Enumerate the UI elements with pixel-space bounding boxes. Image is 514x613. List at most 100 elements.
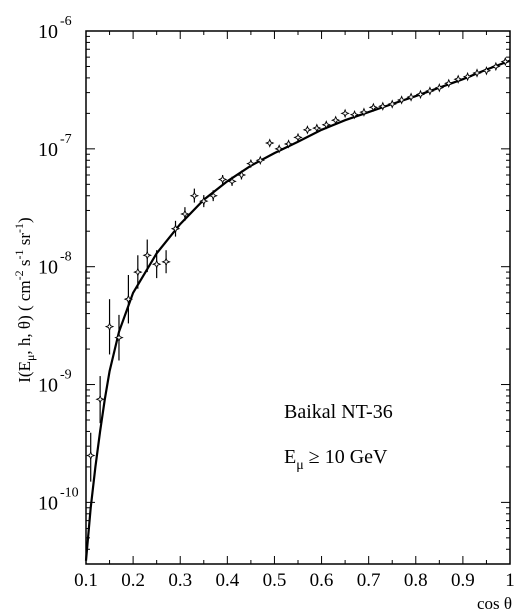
data-point xyxy=(104,299,115,355)
point-marker xyxy=(208,191,218,201)
point-marker xyxy=(274,144,284,154)
point-marker xyxy=(95,394,105,404)
y-tick-label: 10 xyxy=(38,139,58,161)
data-point xyxy=(217,174,228,185)
y-tick-label: 10 xyxy=(38,492,58,514)
axis-ticks xyxy=(85,30,511,565)
data-point xyxy=(227,176,237,187)
y-tick-label: 10 xyxy=(38,21,58,43)
data-point xyxy=(293,132,303,143)
point-marker xyxy=(133,267,143,277)
data-point xyxy=(123,275,134,324)
data-point xyxy=(359,107,369,117)
point-marker xyxy=(246,158,256,169)
x-tick-label: 0.9 xyxy=(451,570,475,591)
point-marker xyxy=(217,174,228,185)
point-marker xyxy=(406,92,416,102)
point-marker xyxy=(104,321,115,332)
data-point xyxy=(255,155,266,165)
data-point xyxy=(151,250,162,279)
point-marker xyxy=(199,196,209,206)
y-tick-label-exponent: -6 xyxy=(60,14,72,29)
point-marker xyxy=(236,170,247,180)
data-point xyxy=(246,158,256,169)
data-point xyxy=(481,66,492,76)
data-point xyxy=(283,139,294,149)
point-marker xyxy=(283,139,294,149)
plot-frame xyxy=(85,30,511,565)
data-point xyxy=(330,115,341,125)
data-point xyxy=(133,255,143,289)
point-marker xyxy=(170,224,181,234)
x-tick-label: 0.2 xyxy=(121,570,145,591)
point-marker xyxy=(265,138,275,148)
point-marker xyxy=(321,120,331,130)
annotation-experiment: Baikal NT-36 xyxy=(284,401,393,423)
data-point xyxy=(491,61,501,72)
point-marker xyxy=(151,259,162,269)
point-marker xyxy=(349,109,360,120)
x-tick-labels: 0.1 0.2 0.3 0.4 0.5 0.6 0.7 0.8 0.9 1 xyxy=(74,570,514,591)
y-tick-label: 10 xyxy=(38,375,58,397)
data-point xyxy=(85,432,96,482)
x-tick-label: 0.3 xyxy=(168,570,192,591)
annotation-energy-threshold: Eμ ≥ 10 GeV xyxy=(284,446,388,473)
x-axis-label: cos θ xyxy=(477,594,512,613)
point-marker xyxy=(425,86,435,96)
point-marker xyxy=(180,209,190,219)
data-point xyxy=(142,239,152,273)
data-point xyxy=(236,170,247,180)
data-point xyxy=(387,99,397,109)
data-point xyxy=(265,138,275,148)
point-marker xyxy=(500,56,511,67)
data-point xyxy=(170,220,181,237)
point-marker xyxy=(227,176,237,187)
point-marker xyxy=(142,250,152,260)
point-marker xyxy=(415,89,426,100)
point-marker xyxy=(312,123,322,133)
data-point xyxy=(340,108,350,119)
x-tick-label: 0.8 xyxy=(404,570,428,591)
data-point xyxy=(462,71,473,82)
data-point xyxy=(95,376,105,424)
point-marker xyxy=(434,83,445,93)
data-point xyxy=(368,102,379,113)
data-point xyxy=(472,68,482,78)
point-marker xyxy=(481,66,492,76)
point-marker xyxy=(255,155,266,165)
data-point xyxy=(453,74,463,84)
y-tick-label-exponent: -8 xyxy=(60,250,72,265)
point-marker xyxy=(491,61,501,72)
point-marker xyxy=(293,132,303,143)
point-marker xyxy=(396,95,407,105)
data-point xyxy=(444,78,454,88)
y-tick-label-exponent: -9 xyxy=(60,368,72,383)
point-marker xyxy=(387,99,397,109)
point-marker xyxy=(378,101,388,111)
point-marker xyxy=(444,78,454,88)
data-points xyxy=(85,56,511,482)
y-tick-label-exponent: -7 xyxy=(60,132,72,147)
point-marker xyxy=(161,257,171,267)
point-marker xyxy=(302,125,313,135)
data-point xyxy=(434,83,445,93)
x-tick-label: 1 xyxy=(505,570,514,591)
point-marker xyxy=(368,102,379,113)
data-point xyxy=(312,123,322,133)
x-tick-label: 0.4 xyxy=(215,570,239,591)
data-point xyxy=(189,188,200,203)
data-point xyxy=(180,207,190,221)
point-marker xyxy=(340,108,350,119)
data-point xyxy=(406,92,416,102)
x-tick-label: 0.6 xyxy=(310,570,334,591)
data-point xyxy=(321,120,331,130)
data-point xyxy=(208,190,218,202)
y-tick-labels: 10-610-710-810-910-10 xyxy=(38,14,79,514)
point-marker xyxy=(472,68,482,78)
data-point xyxy=(378,101,388,111)
data-point xyxy=(415,89,426,100)
data-point xyxy=(425,86,435,96)
point-marker xyxy=(359,107,369,117)
data-point xyxy=(161,250,171,274)
x-tick-label: 0.1 xyxy=(74,570,98,591)
